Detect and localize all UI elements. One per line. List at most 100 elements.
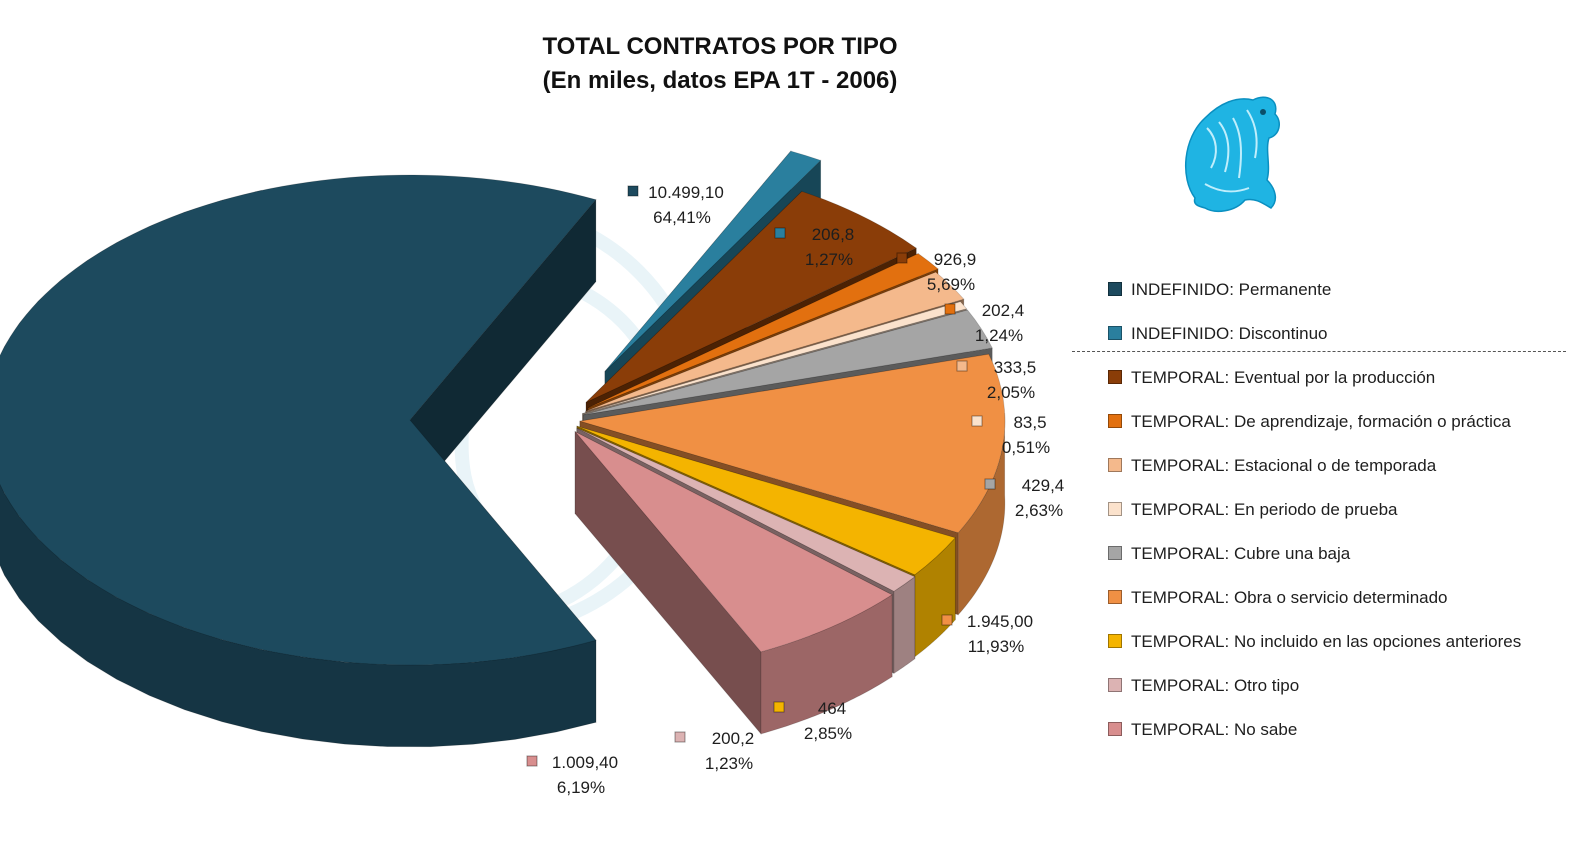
value-label: 206,8 xyxy=(812,225,855,244)
value-label: 926,9 xyxy=(934,250,977,269)
legend-label: TEMPORAL: No sabe xyxy=(1131,720,1298,739)
value-label: 1.009,40 xyxy=(552,753,618,772)
percent-label: 11,93% xyxy=(968,637,1024,656)
value-label: 202,4 xyxy=(982,301,1025,320)
chart-subtitle: (En miles, datos EPA 1T - 2006) xyxy=(542,67,898,94)
pie-slice-top xyxy=(574,431,893,653)
pie-slices xyxy=(0,150,1006,748)
percent-label: 0,51% xyxy=(1002,438,1050,457)
pie-slice-top xyxy=(576,427,916,592)
data-label-marker xyxy=(984,478,996,490)
legend-label: TEMPORAL: Eventual por la producción xyxy=(1131,368,1436,387)
legend-item: TEMPORAL: Cubre una baja xyxy=(1108,540,1573,584)
legend-label: TEMPORAL: Cubre una baja xyxy=(1131,544,1351,563)
value-label: 83,5 xyxy=(1013,413,1046,432)
legend-swatch xyxy=(1108,677,1122,692)
data-label-marker xyxy=(774,227,786,239)
percent-label: 2,63% xyxy=(1015,501,1063,520)
pie-slice-top xyxy=(585,190,918,403)
percent-label: 2,85% xyxy=(804,724,852,743)
value-label: 429,4 xyxy=(1022,476,1065,495)
legend-label: INDEFINIDO: Discontinuo xyxy=(1131,324,1328,343)
data-label-marker xyxy=(773,701,785,713)
pie-slice-side xyxy=(574,430,762,735)
percent-label: 6,19% xyxy=(557,778,605,797)
pie-slice-rim xyxy=(893,575,916,675)
legend-label: TEMPORAL: En periodo de prueba xyxy=(1131,500,1398,519)
legend-item: INDEFINIDO: Permanente xyxy=(1108,276,1573,320)
legend-label: TEMPORAL: No incluido en las opciones an… xyxy=(1131,632,1522,651)
chart-title-block: TOTAL CONTRATOS POR TIPO (En miles, dato… xyxy=(440,30,1000,98)
percent-label: 1,24% xyxy=(975,326,1023,345)
legend-label: TEMPORAL: Obra o servicio determinado xyxy=(1131,588,1448,607)
percent-label: 1,27% xyxy=(805,250,853,269)
pie-slice-top xyxy=(587,253,939,409)
data-label-marker xyxy=(627,185,639,197)
percent-label: 1,23% xyxy=(705,754,753,773)
legend-swatch xyxy=(1108,281,1122,296)
data-label: 464 2,85% xyxy=(773,699,852,743)
legend-item: TEMPORAL: Estacional o de temporada xyxy=(1108,452,1573,496)
percent-label: 2,05% xyxy=(987,383,1035,402)
data-label: 202,4 1,24% xyxy=(944,301,1025,345)
legend-label: TEMPORAL: Otro tipo xyxy=(1131,676,1300,695)
legend-label: TEMPORAL: Estacional o de temporada xyxy=(1131,456,1437,475)
data-label: 429,4 2,63% xyxy=(984,476,1065,520)
value-label: 1.945,00 xyxy=(967,612,1033,631)
pie-slice-top xyxy=(582,301,968,414)
data-label-marker xyxy=(941,614,953,626)
legend-swatch xyxy=(1108,369,1122,384)
data-label: 10.499,10 64,41% xyxy=(627,183,724,227)
data-label-marker xyxy=(956,360,968,372)
data-label-marker xyxy=(971,415,983,427)
legend-swatch xyxy=(1108,545,1122,560)
data-label: 83,5 0,51% xyxy=(971,413,1050,457)
legend-item: INDEFINIDO: Discontinuo xyxy=(1108,320,1573,364)
data-label: 333,5 2,05% xyxy=(956,358,1036,402)
data-labels: 10.499,10 64,41% 206,8 1,27% 926,9 5,69% 202,4… xyxy=(526,183,1065,797)
data-label-marker xyxy=(674,731,686,743)
pie-slice xyxy=(574,430,893,735)
pie-slice-top xyxy=(604,150,822,372)
legend-swatch xyxy=(1108,325,1122,340)
data-label-marker xyxy=(944,303,956,315)
data-label-marker xyxy=(896,252,908,264)
legend-item: TEMPORAL: De aprendizaje, formación o pr… xyxy=(1108,408,1573,452)
legend-swatch xyxy=(1108,501,1122,516)
data-label: 1.945,00 11,93% xyxy=(941,612,1033,656)
legend-label: TEMPORAL: De aprendizaje, formación o pr… xyxy=(1131,412,1511,431)
pie-slice-top xyxy=(585,271,965,412)
legend-swatch xyxy=(1108,633,1122,648)
percent-label: 64,41% xyxy=(653,208,711,227)
data-label: 200,2 1,23% xyxy=(674,729,755,773)
chart-legend: INDEFINIDO: Permanente INDEFINIDO: Disco… xyxy=(1108,276,1573,760)
value-label: 464 xyxy=(818,699,846,718)
legend-label: INDEFINIDO: Permanente xyxy=(1131,280,1332,299)
data-label: 926,9 5,69% xyxy=(896,250,977,294)
value-label: 10.499,10 xyxy=(648,183,724,202)
data-label: 1.009,40 6,19% xyxy=(526,753,618,797)
data-label: 206,8 1,27% xyxy=(774,225,855,269)
legend-item: TEMPORAL: Eventual por la producción xyxy=(1108,364,1573,408)
pie-slice-top xyxy=(579,353,1006,534)
pie-slice-top xyxy=(583,309,993,416)
legend-swatch xyxy=(1108,589,1122,604)
percent-label: 5,69% xyxy=(927,275,975,294)
legend-item: TEMPORAL: No sabe xyxy=(1108,716,1573,760)
chart-title: TOTAL CONTRATOS POR TIPO xyxy=(542,33,898,60)
legend-item: TEMPORAL: Otro tipo xyxy=(1108,672,1573,716)
pie-slice-top xyxy=(0,174,597,666)
pie-slice xyxy=(0,174,597,748)
legend-separator xyxy=(1072,351,1566,352)
legend-item: TEMPORAL: No incluido en las opciones an… xyxy=(1108,628,1573,672)
legend-swatch xyxy=(1108,457,1122,472)
legend-item: TEMPORAL: Obra o servicio determinado xyxy=(1108,584,1573,628)
data-label-marker xyxy=(526,755,538,767)
pie-slice-top xyxy=(576,425,956,576)
legend-item: TEMPORAL: En periodo de prueba xyxy=(1108,496,1573,540)
legend-swatch xyxy=(1108,413,1122,428)
griffin-logo xyxy=(1184,96,1280,213)
value-label: 200,2 xyxy=(712,729,755,748)
legend-swatch xyxy=(1108,721,1122,736)
